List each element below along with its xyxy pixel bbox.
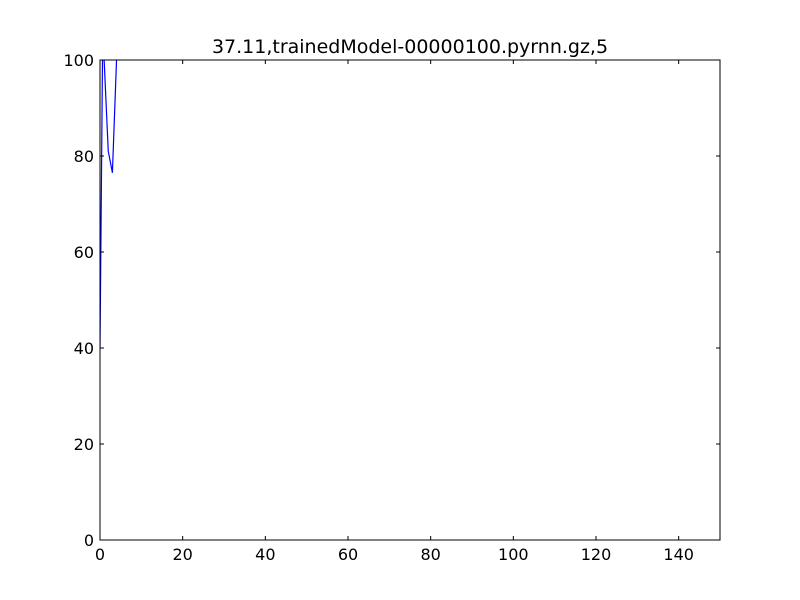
x-tick-label: 140 [663,545,694,564]
x-tick-label: 40 [255,545,275,564]
x-tick-label: 0 [95,545,105,564]
ticks-layer: 0 20 40 60 80 100 120 140 0 20 40 60 80 100 [63,51,720,564]
plot-area-frame [99,59,721,541]
y-tick-label: 0 [84,531,94,550]
series-layer [100,60,118,349]
series-line-0 [100,60,118,349]
x-tick-label: 80 [420,545,440,564]
y-tick-label: 100 [63,51,94,70]
x-tick-label: 60 [338,545,358,564]
x-tick-label: 20 [172,545,192,564]
chart-title: 37.11,trainedModel-00000100.pyrnn.gz,5 [212,36,608,58]
y-tick-label: 60 [74,243,94,262]
y-tick-label: 40 [74,339,94,358]
x-tick-label: 100 [498,545,529,564]
y-tick-label: 20 [74,435,94,454]
x-tick-label: 120 [581,545,612,564]
y-tick-label: 80 [74,147,94,166]
